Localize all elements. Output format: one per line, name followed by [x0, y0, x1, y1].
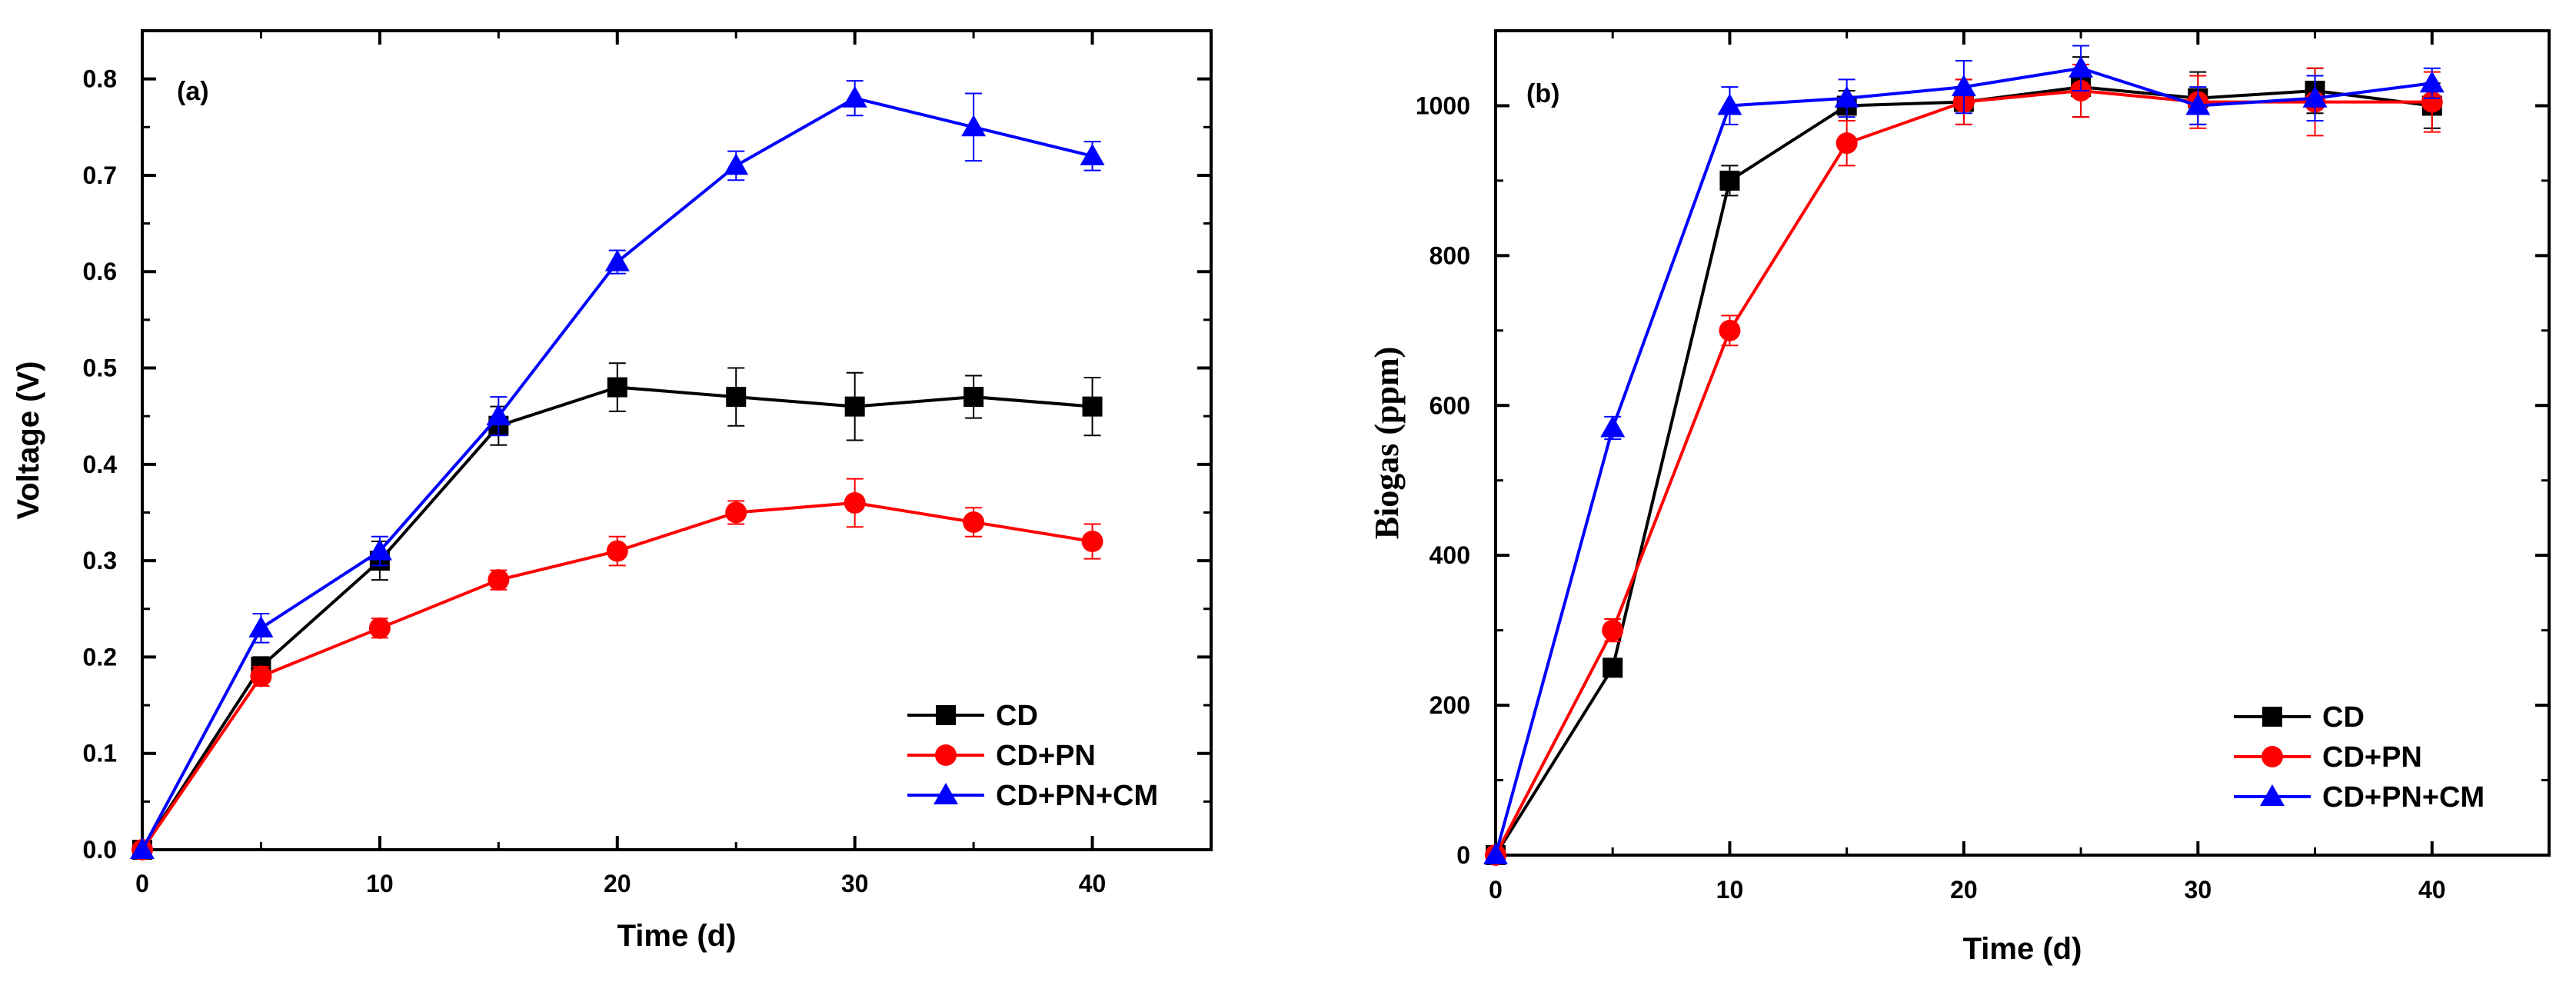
series-cd-pn-cm [130, 80, 1105, 859]
x-tick-label: 30 [841, 870, 869, 897]
x-tick-label: 30 [2185, 876, 2212, 904]
data-point [1834, 85, 1859, 108]
data-point [607, 377, 627, 398]
data-point [2185, 93, 2211, 115]
y-tick-label: 0 [1456, 841, 1470, 869]
legend-label: CD [2322, 701, 2365, 734]
y-tick-label: 600 [1429, 391, 1470, 419]
data-point [1483, 843, 1508, 864]
chart-panel-a: 0 10 20 30 40 0.0 0.1 0.2 0.3 0.4 0.5 0.6 0.7 0.8 Time… [12, 29, 1213, 953]
legend-marker [935, 744, 957, 766]
y-tick-label: 0.8 [83, 65, 117, 93]
y-axis-title: Voltage (V) [12, 361, 45, 520]
x-tick-label: 10 [1716, 876, 1744, 904]
y-tick-label: 0.1 [83, 740, 117, 767]
series-cd-pn [131, 478, 1103, 860]
data-point [842, 85, 867, 108]
series-line [1494, 66, 2433, 856]
data-point [2421, 91, 2443, 113]
series-line [141, 385, 1093, 851]
series-cd [132, 362, 1103, 860]
plot-frame [141, 29, 1213, 851]
data-point [368, 617, 391, 639]
legend-marker [2262, 707, 2282, 727]
series-cd [1486, 56, 2442, 865]
y-tick-label: 0.6 [83, 258, 117, 285]
legend-marker [936, 705, 956, 725]
y-tick-label: 0.0 [83, 836, 117, 864]
data-point [2068, 55, 2094, 78]
plot-frame [1494, 29, 2551, 857]
data-point [724, 153, 749, 175]
series-line [1494, 85, 2433, 857]
x-tick-label: 40 [1079, 870, 1107, 897]
series-line [1494, 88, 2432, 856]
x-tick-label: 20 [604, 870, 631, 897]
x-axis-title: Time (d) [617, 919, 737, 953]
legend-label: CD+PN+CM [2322, 781, 2484, 814]
data-point [130, 837, 155, 859]
x-tick-label: 20 [1950, 876, 1978, 904]
series-line [141, 96, 1093, 851]
data-point [1080, 143, 1105, 165]
panel-label: (a) [177, 77, 209, 106]
data-point [604, 249, 630, 271]
data-point [1600, 415, 1626, 438]
data-point [248, 615, 274, 637]
legend-marker [934, 783, 958, 804]
data-point [961, 115, 987, 137]
y-axis-title: Biogas (ppm) [1368, 347, 1406, 540]
data-point [726, 387, 747, 408]
data-point [1717, 93, 1742, 115]
data-point [367, 538, 392, 561]
legend-label: CD+PN [2322, 741, 2422, 774]
legend-label: CD+PN+CM [996, 780, 1158, 812]
legend: CD CD+PN CD+PN+CM [907, 700, 1158, 812]
y-tick-label: 0.5 [83, 355, 117, 382]
legend: CD CD+PN CD+PN+CM [2234, 701, 2484, 814]
y-tick-label: 0.3 [83, 547, 117, 574]
data-point [606, 540, 628, 562]
data-point [963, 511, 985, 533]
series-cd-pn [1485, 63, 2443, 866]
x-tick-label: 10 [366, 870, 394, 897]
data-point [1082, 396, 1103, 417]
data-point [1603, 657, 1623, 678]
data-point [1081, 531, 1103, 553]
data-point [486, 404, 511, 426]
data-point [964, 387, 984, 408]
series-cd-pn-cm [1483, 45, 2445, 864]
x-tick-label: 40 [2418, 876, 2446, 904]
data-point [488, 569, 510, 591]
y-tick-label: 0.2 [83, 643, 117, 671]
data-point [1602, 619, 1624, 641]
data-point [250, 665, 272, 687]
y-tick-label: 1000 [1416, 92, 1470, 119]
data-point [1951, 75, 1976, 97]
legend-marker [2261, 746, 2283, 767]
panel-label: (b) [1526, 79, 1559, 108]
legend-marker [2260, 784, 2285, 806]
y-tick-label: 0.7 [83, 161, 117, 189]
data-point [844, 396, 865, 417]
y-tick-label: 200 [1429, 691, 1470, 719]
data-point [2419, 71, 2445, 93]
y-tick-label: 800 [1429, 241, 1470, 269]
y-tick-label: 400 [1429, 541, 1470, 569]
data-point [1719, 319, 1741, 341]
data-point [725, 501, 747, 524]
data-point [844, 491, 866, 514]
x-axis-title: Time (d) [1963, 932, 2082, 966]
legend-label: CD+PN [996, 740, 1096, 772]
data-point [1719, 170, 1740, 191]
data-point [2302, 85, 2328, 108]
y-tick-label: 0.4 [83, 451, 118, 478]
x-tick-label: 0 [135, 870, 149, 897]
x-tick-label: 0 [1489, 876, 1503, 904]
data-point [1835, 132, 1858, 155]
legend-label: CD [996, 700, 1038, 732]
